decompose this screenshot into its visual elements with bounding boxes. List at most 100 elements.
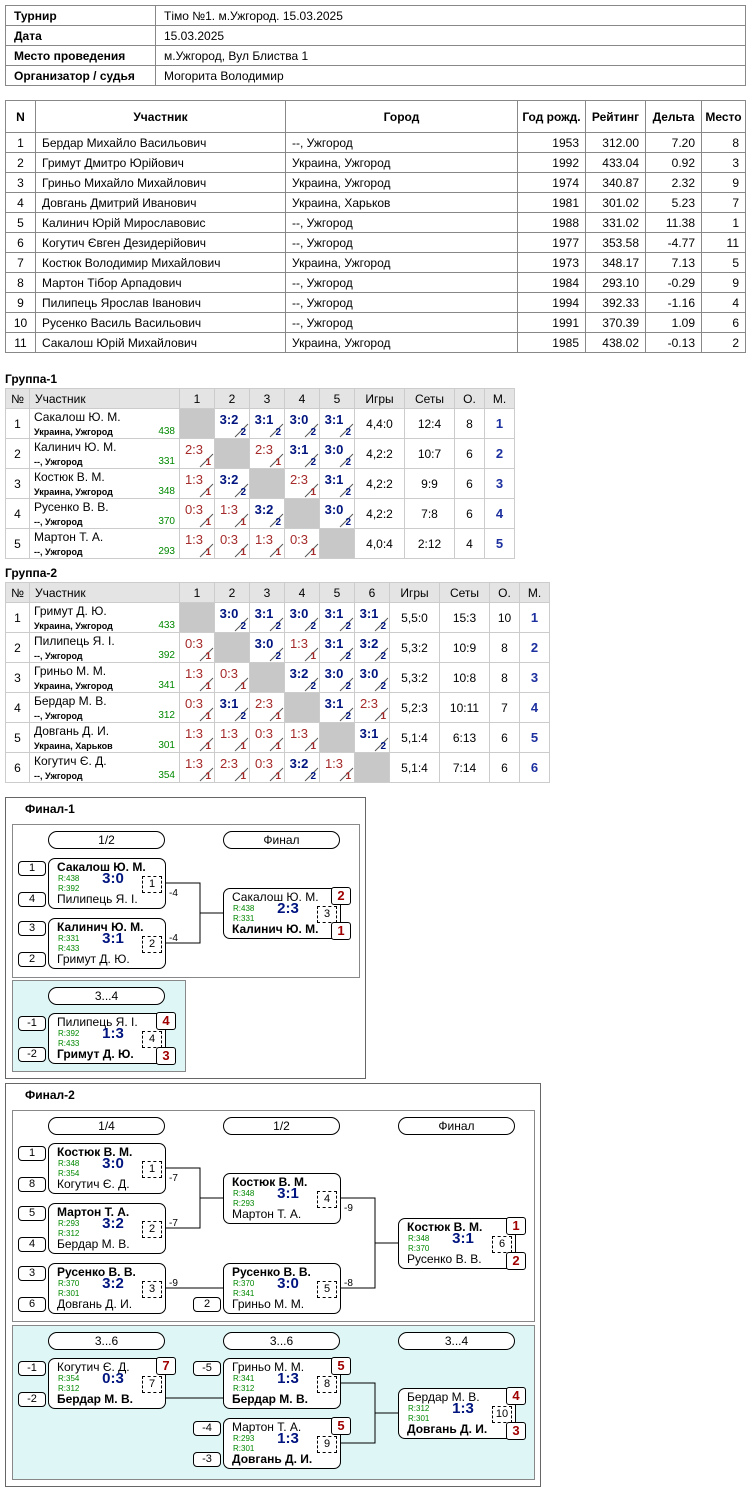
- slash: [234, 617, 249, 632]
- score-text: 3:2: [254, 502, 274, 517]
- match-score: 3:1: [452, 1230, 474, 1247]
- points: 1: [380, 711, 386, 722]
- points: 2: [310, 771, 316, 782]
- score-cell: [319, 722, 355, 753]
- score-cell: 1:3 1: [284, 632, 320, 663]
- column-header: №: [5, 582, 30, 603]
- match-score: 2:3: [277, 900, 299, 917]
- rating: 370: [158, 516, 175, 527]
- score-cell: 3:1 2: [214, 692, 250, 723]
- score: 3:1 2: [285, 439, 319, 468]
- city: --, Ужгород: [34, 711, 83, 721]
- score: 3:1 2: [250, 409, 284, 438]
- column-header: 5: [319, 388, 355, 409]
- score: 3:0 2: [285, 603, 319, 632]
- rating: 433: [158, 620, 175, 631]
- row-number: 1: [5, 602, 30, 633]
- round-header: 3...6: [223, 1332, 340, 1350]
- score-text: 2:3: [254, 696, 274, 711]
- points: 2: [310, 457, 316, 468]
- rating: R:433: [58, 944, 80, 953]
- points: 2: [345, 517, 351, 528]
- place: 1: [331, 922, 351, 940]
- participant: Гримут Д. Ю. Украина, Ужгород 433: [30, 603, 179, 632]
- city: --, Ужгород: [34, 651, 83, 661]
- score-text: 1:3: [184, 756, 204, 771]
- info-label: Место проведения: [5, 45, 156, 66]
- cell: 370.39: [585, 312, 646, 333]
- rating: 312: [158, 710, 175, 721]
- points: 2: [275, 427, 281, 438]
- score-cell: 0:3 1: [249, 722, 285, 753]
- info-row: Организатор / судья Могорита Володимир: [5, 65, 746, 86]
- points: 2: [345, 621, 351, 632]
- participant: Костюк В. М. Украина, Ужгород 348: [30, 469, 179, 498]
- rating: R:301: [58, 1289, 80, 1298]
- score: 3:2 2: [285, 663, 319, 692]
- seed: 3: [18, 1266, 46, 1281]
- header-row: № Участник 1 2 3 4 5 Игры Сеты О. М.: [5, 388, 515, 409]
- points: 1: [240, 517, 246, 528]
- slash: [339, 707, 354, 722]
- games: 5,3:2: [389, 662, 440, 693]
- score-text: 3:1: [254, 606, 274, 621]
- score-text: 3:1: [359, 606, 379, 621]
- player-name: Пилипець Я. І.: [57, 892, 138, 906]
- slash: [304, 543, 319, 558]
- seed: 5: [18, 1206, 46, 1221]
- column-header: 1: [179, 388, 215, 409]
- match-number: 8: [317, 1376, 337, 1393]
- slash: [374, 707, 389, 722]
- score: 3:1 2: [320, 603, 354, 632]
- slash: [199, 543, 214, 558]
- score: 3:1 2: [250, 603, 284, 632]
- score-text: 0:3: [184, 636, 204, 651]
- score-cell: [179, 602, 215, 633]
- score: 3:1 2: [215, 693, 249, 722]
- score: 0:3 1: [250, 723, 284, 752]
- group-row: 4 Русенко В. В. --, Ужгород 370 0:3 1 1:3 1 3:2 2…: [5, 498, 515, 529]
- participant: Довгань Д. И. Украина, Харьков 301: [30, 723, 179, 752]
- score-text: 1:3: [184, 472, 204, 487]
- score: 1:3 1: [180, 663, 214, 692]
- player-name: Калинич Ю. М.: [232, 922, 319, 936]
- cell: Украина, Ужгород: [285, 152, 518, 173]
- score: 0:3 1: [250, 753, 284, 782]
- score-text: 3:0: [289, 606, 309, 621]
- slash: [269, 453, 284, 468]
- match: Когутич Є. Д. R:354 0:3 R:312 Бердар М. В. 7: [48, 1358, 166, 1409]
- points: 4: [454, 528, 485, 559]
- seed: -1: [18, 1016, 46, 1031]
- name: Мартон Т. А.: [34, 530, 104, 544]
- rating: R:312: [233, 1384, 255, 1393]
- score-cell: [249, 662, 285, 693]
- player-name: Сакалош Ю. М.: [57, 860, 146, 874]
- score-text: 3:1: [324, 412, 344, 427]
- match-number: 2: [142, 936, 162, 953]
- info-table: Турнир Тімо №1. м.Ужгород. 15.03.2025 Дата…: [5, 5, 746, 86]
- score-text: 1:3: [219, 502, 239, 517]
- name: Пилипець Я. І.: [34, 634, 115, 648]
- group-row: 2 Пилипець Я. І. --, Ужгород 392 0:3 1 3:0 2 1:3…: [5, 632, 550, 663]
- sets: 7:8: [404, 498, 455, 529]
- score-cell: 3:1 2: [284, 438, 320, 469]
- group-table: № Участник 1 2 3 4 5 Игры Сеты О. М. 1 Сакалош Ю. М.…: [5, 388, 515, 559]
- score-text: 1:3: [289, 636, 309, 651]
- score: 3:0 2: [320, 439, 354, 468]
- participant-row: 4 Довгань Дмитрий Иванович Украина, Харько…: [5, 192, 746, 213]
- header-row: N Участник Город Год рожд. Рейтинг Дельта Мест…: [5, 100, 746, 133]
- points: 1: [205, 771, 211, 782]
- rating: R:438: [233, 904, 255, 913]
- rating: R:348: [58, 1159, 80, 1168]
- slash: [269, 513, 284, 528]
- info-value: Могорита Володимир: [155, 65, 746, 86]
- place: 5: [331, 1417, 351, 1435]
- player-name: Костюк В. М.: [57, 1145, 133, 1159]
- place: 5: [484, 528, 515, 559]
- rating: 354: [158, 770, 175, 781]
- points: 1: [275, 547, 281, 558]
- slash: [339, 513, 354, 528]
- rating: R:301: [233, 1444, 255, 1453]
- seed: -2: [18, 1392, 46, 1407]
